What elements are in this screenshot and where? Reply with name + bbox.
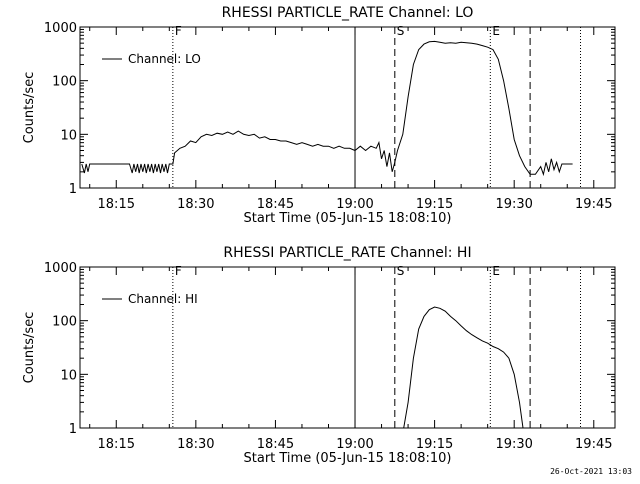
hi-x-tick-label: 18:45	[257, 437, 294, 452]
lo-y-tick-label: 10	[60, 128, 77, 143]
hi-x-tick-label: 19:45	[575, 437, 612, 452]
lo-x-tick-label: 18:45	[257, 197, 294, 212]
lo-chart-title: RHESSI PARTICLE_RATE Channel: LO	[222, 5, 474, 21]
hi-chart-title: RHESSI PARTICLE_RATE Channel: HI	[223, 245, 471, 261]
hi-x-axis-label: Start Time (05-Jun-15 18:08:10)	[244, 451, 452, 466]
hi-y-tick-label: 1	[69, 422, 77, 437]
hi-y-tick-label: 100	[52, 315, 77, 330]
hi-legend-label: Channel: HI	[128, 292, 198, 306]
lo-x-tick-label: 19:15	[416, 197, 453, 212]
lo-marker-label: F	[175, 24, 182, 38]
lo-x-tick-label: 18:15	[98, 197, 135, 212]
lo-x-tick-label: 19:45	[575, 197, 612, 212]
hi-marker-label: F	[175, 264, 182, 278]
hi-marker-label: E	[492, 264, 500, 278]
lo-y-tick-label: 1000	[44, 21, 77, 36]
hi-marker-label: S	[397, 264, 405, 278]
hi-x-tick-label: 19:00	[336, 437, 373, 452]
lo-plot-frame	[79, 26, 616, 189]
hi-x-tick-label: 19:30	[495, 437, 532, 452]
lo-x-tick-label: 19:00	[336, 197, 373, 212]
lo-y-tick-label: 100	[52, 75, 77, 90]
hi-y-tick-label: 1000	[44, 261, 77, 276]
hi-x-tick-label: 19:15	[416, 437, 453, 452]
hi-y-tick-label: 10	[60, 368, 77, 383]
timestamp-label: 26-Oct-2021 13:03	[550, 467, 632, 476]
lo-marker-label: S	[397, 24, 405, 38]
lo-legend-label: Channel: LO	[128, 52, 201, 66]
hi-y-axis-label: Counts/sec	[22, 312, 37, 384]
lo-x-tick-label: 18:30	[177, 197, 214, 212]
hi-x-tick-label: 18:15	[98, 437, 135, 452]
lo-y-tick-label: 1	[69, 182, 77, 197]
lo-y-axis-label: Counts/sec	[22, 72, 37, 144]
hi-series-line	[403, 306, 524, 429]
lo-x-tick-label: 19:30	[495, 197, 532, 212]
lo-series-line	[81, 40, 573, 177]
lo-marker-label: E	[492, 24, 500, 38]
hi-plot-frame	[79, 266, 616, 429]
hi-x-tick-label: 18:30	[177, 437, 214, 452]
lo-x-axis-label: Start Time (05-Jun-15 18:08:10)	[244, 211, 452, 226]
